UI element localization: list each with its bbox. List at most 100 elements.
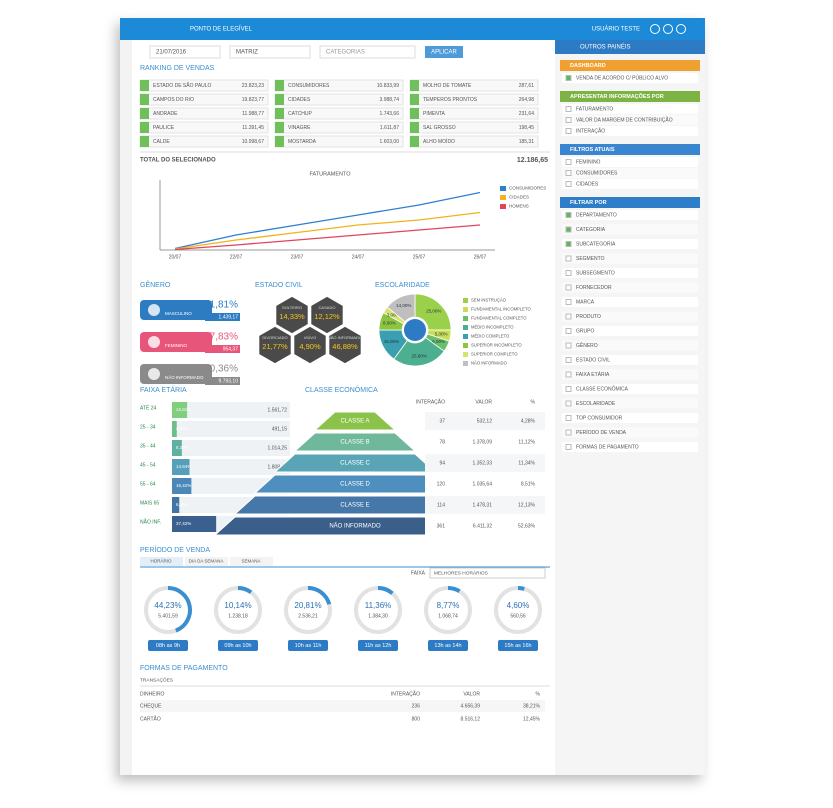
rank-badge	[140, 136, 149, 147]
sidebar-item[interactable]: CIDADES	[576, 181, 599, 187]
sidebar-item[interactable]: FEMININO	[576, 159, 601, 165]
apply-button[interactable]	[425, 46, 463, 58]
filter-value[interactable]: MELHORES HORÁRIOS	[434, 569, 488, 576]
sidebar-header	[555, 40, 705, 54]
sidebar-item[interactable]: CATEGORIA	[576, 227, 606, 233]
header-icon[interactable]	[650, 24, 660, 34]
tab-label[interactable]: DIA DA SEMANA	[189, 559, 224, 564]
pyramid-layer	[313, 411, 397, 431]
gender-block	[140, 364, 212, 384]
tab[interactable]	[230, 557, 273, 566]
sidebar-item[interactable]: FORNECEDOR	[576, 285, 612, 291]
sidebar-item-bg[interactable]	[562, 282, 698, 293]
sidebar-item-bg[interactable]	[562, 179, 698, 189]
sidebar-item-bg[interactable]	[562, 297, 698, 307]
filter-select[interactable]	[429, 567, 546, 579]
sidebar-item[interactable]: VENDA DE ACORDO C/ PÚBLICO ALVO	[576, 74, 668, 81]
sidebar-item[interactable]: SUBCATEGORIA	[576, 241, 616, 247]
header-icon[interactable]	[663, 24, 673, 34]
bar	[172, 421, 177, 437]
cell: 11,12%	[518, 439, 535, 445]
sidebar-item-bg[interactable]	[562, 340, 698, 351]
sidebar-item[interactable]: PERÍODO DE VENDA	[576, 429, 627, 436]
legend-label: SUPERIOR INCOMPLETO	[471, 343, 522, 348]
sidebar-item-bg[interactable]	[562, 427, 698, 438]
sidebar-item[interactable]: FORMAS DE PAGAMENTO	[576, 444, 639, 450]
ranking-value: 231,64	[519, 111, 535, 117]
sidebar-item-bg[interactable]	[562, 442, 698, 452]
sidebar-item[interactable]: DEPARTAMENTO	[576, 212, 617, 218]
sidebar-item-bg[interactable]	[562, 311, 698, 322]
range-pill	[288, 640, 328, 651]
sidebar-item[interactable]: MARCA	[576, 299, 595, 305]
sidebar-item[interactable]: SEGMENTO	[576, 256, 605, 262]
tab-label[interactable]: HORÁRIO	[150, 558, 172, 564]
rank-badge	[410, 108, 419, 119]
header-icon[interactable]	[676, 24, 686, 34]
sidebar-item[interactable]: GRUPO	[576, 328, 594, 334]
ring-value: 2.536,21	[298, 613, 318, 619]
sidebar-item-bg[interactable]	[562, 224, 698, 235]
panel-title: APRESENTAR INFORMAÇÕES POR	[570, 93, 664, 100]
sidebar-item[interactable]: ESCOLARIDADE	[576, 401, 616, 407]
column-header: INTERAÇÃO	[391, 690, 420, 697]
sidebar-item[interactable]: CONSUMIDORES	[576, 170, 618, 176]
pie-slice	[386, 293, 416, 323]
sidebar-item[interactable]: CLASSE ECONÔMICA	[576, 385, 629, 392]
store-field[interactable]	[229, 45, 311, 59]
panel-header[interactable]	[560, 91, 700, 102]
sidebar-item[interactable]: SUBSEGMENTO	[576, 270, 615, 276]
range-label: 08h as 9h	[156, 643, 180, 649]
age-label: 55 - 64	[140, 481, 156, 487]
tab-label[interactable]: SEMANA	[241, 559, 260, 564]
sidebar-item-bg[interactable]	[562, 369, 698, 380]
hexagon	[292, 325, 328, 365]
panel-header[interactable]	[560, 197, 700, 208]
sidebar-item-bg[interactable]	[562, 413, 698, 423]
checkbox	[565, 429, 572, 436]
sidebar-item[interactable]: PRODUTO	[576, 314, 601, 320]
sidebar-item-bg[interactable]	[562, 157, 698, 167]
sidebar-item[interactable]: VALOR DA MARGEM DE CONTRIBUIÇÃO	[576, 116, 673, 123]
sidebar-item-bg[interactable]	[562, 210, 698, 220]
legend-swatch	[463, 361, 468, 366]
sidebar-item-bg[interactable]	[562, 104, 698, 114]
sidebar-item-bg[interactable]	[562, 73, 698, 83]
rank-badge	[410, 94, 419, 105]
sidebar-item-bg[interactable]	[562, 268, 698, 278]
sidebar-item[interactable]: GÊNERO	[576, 341, 598, 349]
section-title: FAIXA ETÁRIA	[140, 385, 187, 394]
table-row	[425, 517, 545, 535]
sidebar-item-bg[interactable]	[562, 239, 698, 249]
sidebar-item-bg[interactable]	[562, 355, 698, 365]
sidebar-item-bg[interactable]	[562, 326, 698, 336]
app-title: PONTO DE ELEGÍVEL	[190, 26, 253, 33]
sidebar-item-bg[interactable]	[562, 253, 698, 264]
search-field[interactable]	[319, 45, 416, 59]
sidebar-item[interactable]: FATURAMENTO	[576, 106, 613, 112]
sidebar-item[interactable]: ESTADO CIVIL	[576, 357, 610, 363]
sidebar-item[interactable]: INTERAÇÃO	[576, 127, 605, 134]
checkbox	[565, 159, 572, 165]
age-label: 45 - 54	[140, 462, 156, 468]
sidebar-item-bg[interactable]	[562, 126, 698, 136]
panel-header[interactable]	[560, 144, 700, 155]
section-title: ESCOLARIDADE	[375, 282, 430, 289]
sidebar-item-bg[interactable]	[562, 398, 698, 409]
date-field[interactable]	[149, 45, 221, 59]
sidebar-item[interactable]: FAIXA ETÁRIA	[576, 371, 610, 378]
panel-header[interactable]	[560, 60, 700, 71]
sidebar-item-bg[interactable]	[562, 115, 698, 125]
gender-pct: 7,83%	[210, 332, 238, 343]
filter-label: FAIXA	[411, 570, 426, 576]
sidebar-item-bg[interactable]	[562, 168, 698, 178]
sidebar-item[interactable]: TOP CONSUMIDOR	[576, 415, 623, 421]
tab[interactable]	[140, 557, 183, 566]
legend-label: SEM INSTRUÇÃO	[471, 298, 507, 303]
cell: 114	[437, 502, 445, 508]
tab[interactable]	[185, 557, 228, 566]
cell: 1.478,31	[473, 502, 493, 508]
button-label[interactable]: APLICAR	[431, 50, 457, 56]
sidebar-item-bg[interactable]	[562, 384, 698, 394]
